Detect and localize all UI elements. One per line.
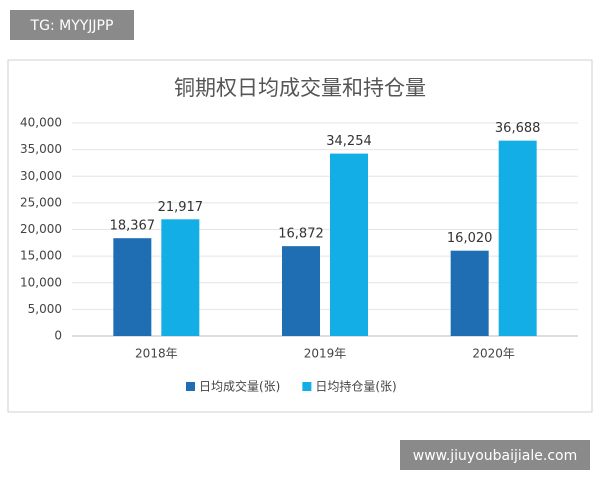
bar: [282, 246, 320, 336]
value-label: 16,872: [278, 227, 324, 242]
value-label: 16,020: [447, 231, 493, 246]
bar: [498, 140, 537, 336]
value-label: 18,367: [110, 219, 156, 234]
y-tick-label: 10,000: [20, 275, 62, 289]
legend-swatch: [186, 382, 195, 391]
value-label: 36,688: [495, 121, 541, 136]
bar: [161, 219, 200, 336]
legend-swatch: [302, 382, 312, 391]
y-tick-label: 40,000: [20, 116, 62, 130]
value-label: 34,254: [326, 134, 372, 149]
tag-label: TG: MYYJJPP: [30, 18, 114, 34]
x-tick-label: 2019年: [304, 347, 347, 361]
bar: [450, 250, 489, 336]
tag-box: [10, 10, 134, 40]
y-tick-label: 25,000: [20, 195, 62, 209]
chart-title: 铜期权日均成交量和持仓量: [174, 76, 426, 100]
value-label: 21,917: [158, 200, 204, 215]
site-label: www.jiuyoubaijiale.com: [413, 448, 577, 464]
y-tick-label: 20,000: [20, 222, 62, 236]
legend-label: 日均持仓量(张): [315, 379, 396, 394]
bar: [330, 153, 368, 336]
x-tick-label: 2020年: [472, 347, 515, 361]
y-tick-label: 15,000: [20, 249, 62, 263]
chart-frame: [7, 59, 593, 413]
legend-label: 日均成交量(张): [199, 379, 280, 394]
y-tick-label: 30,000: [20, 169, 62, 183]
bar: [113, 238, 152, 336]
y-tick-label: 0: [54, 329, 62, 343]
x-tick-label: 2018年: [135, 347, 178, 361]
site-box: [400, 440, 590, 470]
y-tick-label: 35,000: [20, 142, 62, 156]
y-tick-label: 5,000: [28, 302, 62, 316]
